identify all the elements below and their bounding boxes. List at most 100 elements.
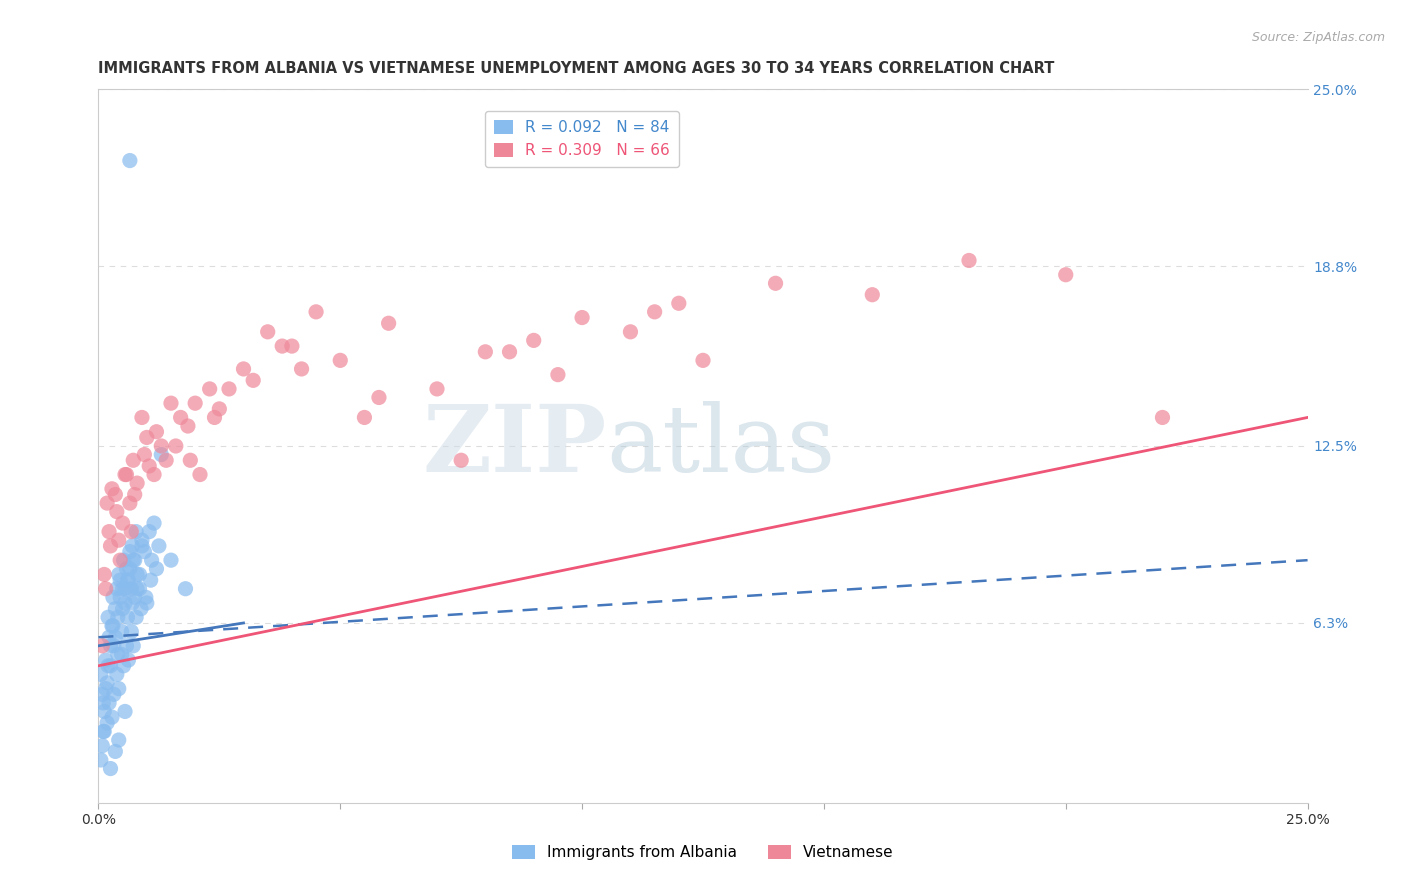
Point [114,596,136,610]
Point [498,344,520,359]
Point [135,596,157,610]
Point [97,658,120,673]
Point [115,467,138,482]
Point [127,567,149,582]
Point [135,430,157,444]
Point [107,567,129,582]
Point [135,591,157,605]
Point [118,544,141,558]
Point [104,744,127,758]
Point [120,524,142,539]
Point [692,353,714,368]
Point [111,624,134,639]
Point [90,667,112,681]
Point [115,562,138,576]
Text: atlas: atlas [606,401,835,491]
Point [104,601,127,615]
Point [94,653,117,667]
Point [114,467,136,482]
Point [143,467,166,482]
Text: Source: ZipAtlas.com: Source: ZipAtlas.com [1251,31,1385,45]
Point [96,676,118,690]
Point [160,396,183,410]
Point [100,539,122,553]
Point [105,505,128,519]
Point [91,687,114,701]
Point [100,762,122,776]
Point [169,410,191,425]
Point [138,524,160,539]
Point [91,639,114,653]
Point [271,339,294,353]
Point [91,696,114,710]
Point [131,410,153,425]
Point [121,596,143,610]
Point [117,653,139,667]
Point [104,630,127,644]
Point [619,325,641,339]
Point [98,696,121,710]
Point [97,610,120,624]
Point [329,353,352,368]
Point [111,582,134,596]
Point [100,639,122,653]
Point [1054,268,1077,282]
Point [101,619,124,633]
Point [523,334,546,348]
Point [1152,410,1174,425]
Point [96,715,118,730]
Point [141,553,163,567]
Point [426,382,449,396]
Point [103,639,125,653]
Point [111,601,134,615]
Point [129,601,152,615]
Point [139,573,162,587]
Point [177,419,200,434]
Point [101,591,124,605]
Point [134,544,156,558]
Point [94,681,117,696]
Point [101,710,124,724]
Point [188,467,211,482]
Point [242,373,264,387]
Point [204,410,226,425]
Point [93,567,115,582]
Point [644,305,666,319]
Point [150,439,173,453]
Point [105,667,128,681]
Point [114,705,136,719]
Point [165,439,187,453]
Point [571,310,593,325]
Point [101,482,124,496]
Point [174,582,197,596]
Point [114,582,136,596]
Point [860,287,883,301]
Point [305,305,328,319]
Point [131,533,153,548]
Point [155,453,177,467]
Point [290,362,312,376]
Point [208,401,231,416]
Point [101,619,124,633]
Point [124,553,146,567]
Point [107,610,129,624]
Point [120,624,142,639]
Point [127,476,149,491]
Point [143,516,166,530]
Point [118,562,141,576]
Point [256,325,278,339]
Point [368,391,391,405]
Point [198,382,221,396]
Point [107,533,129,548]
Point [668,296,690,310]
Point [134,448,156,462]
Point [105,582,128,596]
Point [112,553,135,567]
Point [112,658,135,673]
Point [117,610,139,624]
Point [93,724,115,739]
Point [179,453,201,467]
Point [122,639,145,653]
Point [957,253,980,268]
Point [108,553,131,567]
